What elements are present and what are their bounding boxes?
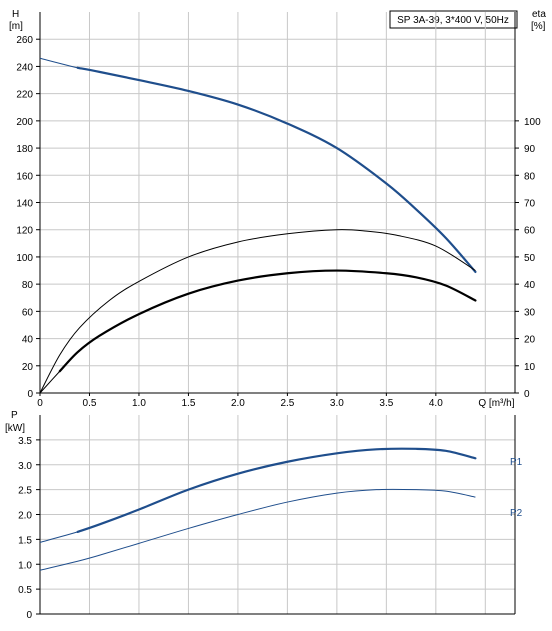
y-axis-label-head-line1: H	[12, 9, 19, 20]
y-tick-label-efficiency: 70	[524, 199, 536, 210]
x-tick-label: 2.0	[231, 398, 245, 409]
series-head-operating-range	[76, 66, 477, 273]
y-tick-label-power: 3.0	[18, 461, 32, 472]
series-efficiency-total-operating-range	[58, 269, 477, 373]
y-tick-label-power: 2.0	[18, 511, 32, 522]
y-tick-label-head: 260	[16, 35, 33, 46]
y-tick-label-head: 240	[16, 62, 33, 73]
y-axis-label-efficiency: eta [%]	[531, 9, 546, 32]
x-axis-unit-label: Q [m³/h]	[478, 398, 514, 409]
y-tick-label-efficiency: 50	[524, 253, 536, 264]
series-head-line	[39, 57, 476, 273]
y-axis-label-head: H [m]	[9, 9, 23, 32]
series-p2-line	[39, 488, 476, 571]
y-tick-label-power: 1.5	[18, 535, 32, 546]
y-axis-label-power-line1: P	[11, 410, 18, 421]
y-tick-label-efficiency: 40	[524, 280, 536, 291]
y-tick-label-power: 0.5	[18, 585, 32, 596]
x-tick-label: 3.0	[330, 398, 344, 409]
y-tick-label-power: 2.5	[18, 486, 32, 497]
y-tick-label-head: 120	[16, 226, 33, 237]
y-tick-label-head: 200	[16, 117, 33, 128]
y-tick-label-head: 60	[22, 307, 34, 318]
x-tick-label: 4.0	[429, 398, 443, 409]
y-tick-label-power: 0	[26, 610, 32, 621]
y-axis-label-head-line2: [m]	[9, 21, 23, 32]
x-tick-label: 1.0	[132, 398, 146, 409]
y-tick-label-head: 20	[22, 362, 34, 373]
series-p1-operating-range	[76, 447, 477, 534]
y-tick-label-power: 1.0	[18, 560, 32, 571]
y-axis-label-power-line2: [kW]	[5, 423, 25, 434]
y-tick-label-head: 100	[16, 253, 33, 264]
legend-p1: P1	[510, 457, 523, 468]
chart-title: SP 3A-39, 3*400 V, 50Hz	[397, 15, 509, 26]
y-tick-label-efficiency: 90	[524, 144, 536, 155]
y-tick-label-head: 140	[16, 199, 33, 210]
y-tick-label-head: 80	[22, 280, 34, 291]
y-tick-label-efficiency: 60	[524, 226, 536, 237]
y-tick-label-head: 160	[16, 171, 33, 182]
y-tick-label-power: 3.5	[18, 436, 32, 447]
y-tick-label-efficiency: 0	[524, 389, 530, 400]
y-axis-label-efficiency-line2: [%]	[531, 21, 546, 32]
y-tick-label-head: 40	[22, 335, 34, 346]
y-axis-label-power: P [kW]	[5, 410, 25, 434]
y-tick-label-efficiency: 80	[524, 171, 536, 182]
chart-title-box	[389, 10, 518, 29]
x-tick-label: 0.5	[83, 398, 97, 409]
series-p1-line	[39, 448, 476, 543]
y-tick-label-head: 180	[16, 144, 33, 155]
legend-p2: P2	[510, 508, 523, 519]
y-tick-label-efficiency: 10	[524, 362, 536, 373]
y-tick-label-efficiency: 100	[524, 117, 541, 128]
series-efficiency-hydraulic-line	[39, 229, 476, 394]
y-tick-label-head: 220	[16, 90, 33, 101]
x-tick-label: 2.5	[280, 398, 294, 409]
x-tick-label: 1.5	[181, 398, 195, 409]
y-tick-label-head: 0	[27, 389, 33, 400]
y-tick-label-efficiency: 20	[524, 335, 536, 346]
x-tick-label: 0	[37, 398, 43, 409]
y-axis-label-efficiency-line1: eta	[532, 9, 546, 20]
y-tick-label-efficiency: 30	[524, 307, 536, 318]
x-tick-label: 3.5	[379, 398, 393, 409]
